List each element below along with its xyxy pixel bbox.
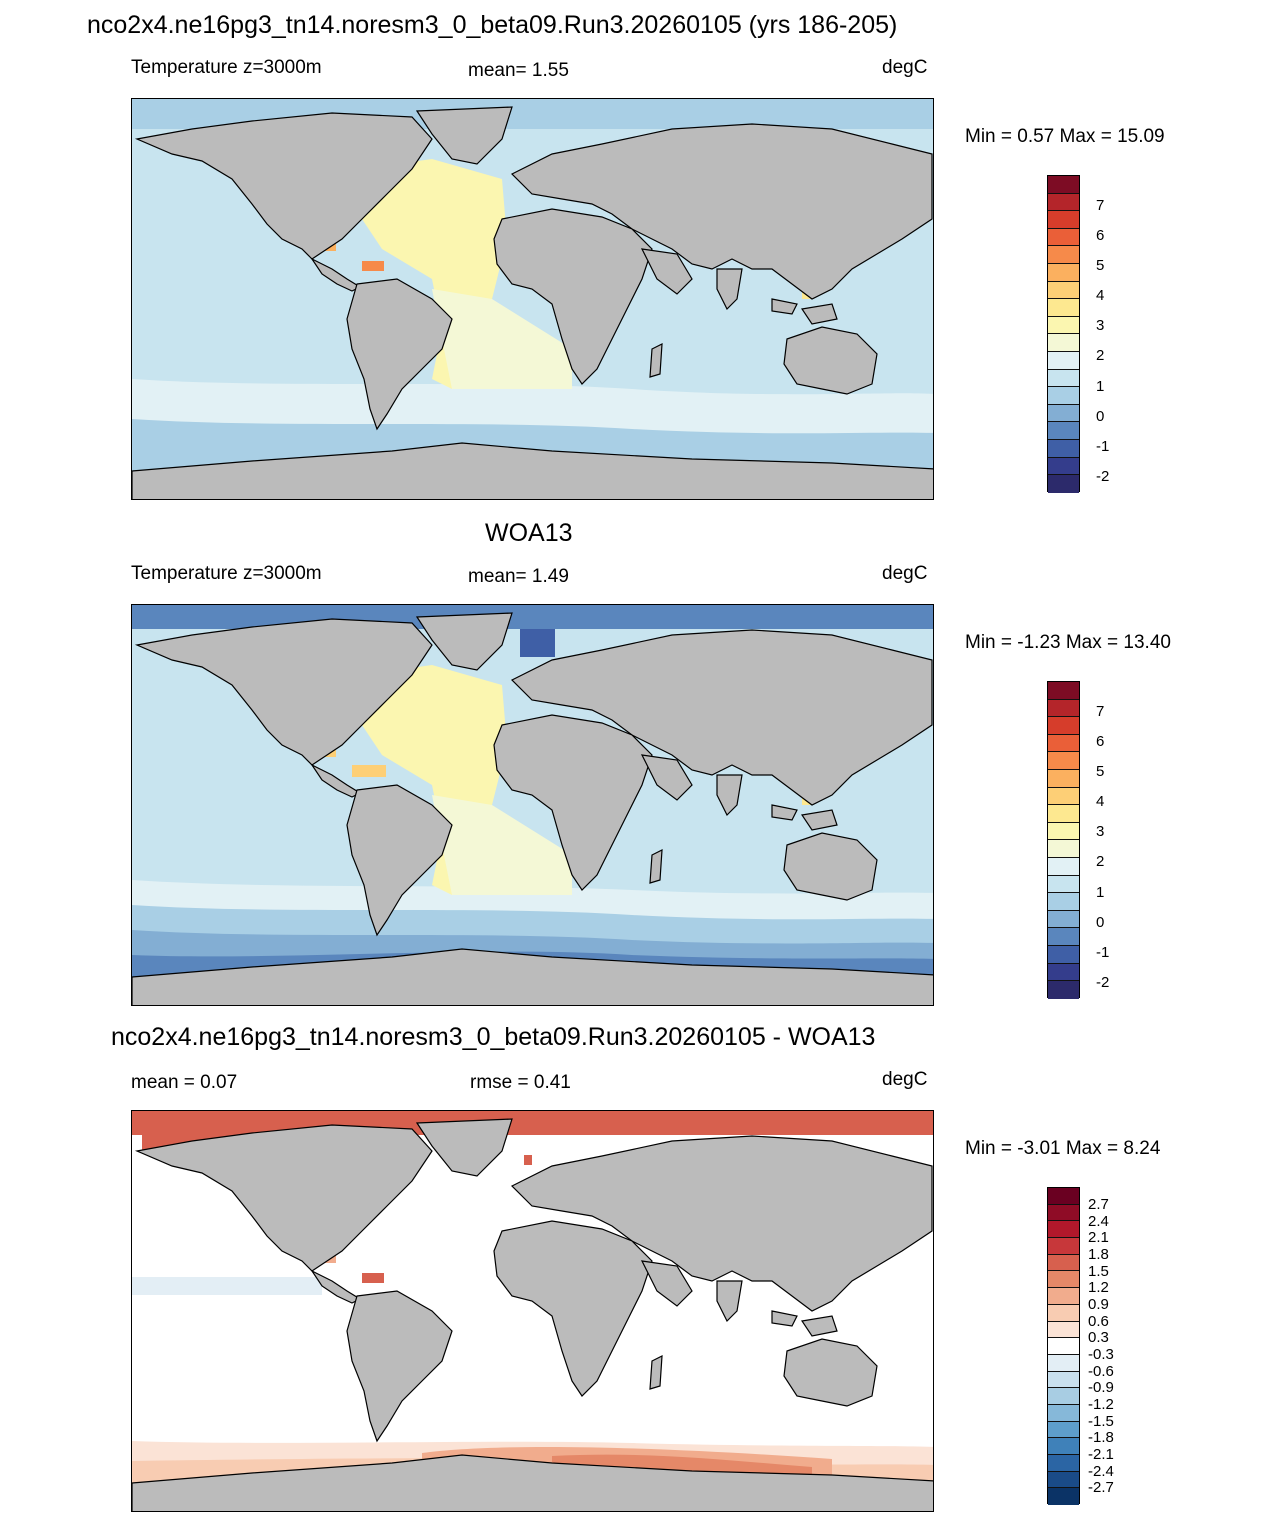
panel3-colorbar-label: -1.2 [1088,1396,1114,1413]
panel3-colorbar-label: -2.1 [1088,1446,1114,1463]
panel1-colorbar-label: 7 [1096,197,1105,214]
panel3-colorbar-label: 2.7 [1088,1196,1109,1213]
panel1-colorbar [1047,175,1080,493]
panel3-colorbar-label: 1.2 [1088,1279,1109,1296]
panel3-colorbar-label: 0.9 [1088,1296,1109,1313]
panel3-mean-label: mean = 0.07 [131,1072,238,1093]
panel2-colorbar-label: 1 [1096,884,1105,901]
page-title: nco2x4.ne16pg3_tn14.noresm3_0_beta09.Run… [87,11,898,39]
panel2-colorbar-label: -1 [1096,944,1110,961]
panel2-colorbar [1047,681,1080,999]
panel3-minmax-label: Min = -3.01 Max = 8.24 [965,1138,1161,1159]
panel3-colorbar-label: 1.5 [1088,1263,1109,1280]
panel1-colorbar-label: -2 [1096,468,1110,485]
panel1-colorbar-label: 6 [1096,227,1105,244]
panel2-colorbar-label: 5 [1096,763,1105,780]
panel3-title: nco2x4.ne16pg3_tn14.noresm3_0_beta09.Run… [111,1023,876,1051]
panel3-colorbar-label: 2.1 [1088,1229,1109,1246]
panel3-rmse-label: rmse = 0.41 [470,1072,571,1093]
panel2-title: WOA13 [485,519,573,547]
panel1-units-label: degC [882,57,928,78]
panel3-colorbar-label: -0.3 [1088,1346,1114,1363]
panel1-colorbar-label: 3 [1096,317,1105,334]
panel2-variable-label: Temperature z=3000m [131,563,322,584]
panel3-colorbar [1047,1187,1080,1506]
panel3-colorbar-label: 0.6 [1088,1313,1109,1330]
panel1-mean-label: mean= 1.55 [468,60,569,81]
panel3-colorbar-label: -0.9 [1088,1379,1114,1396]
panel3-colorbar-label: 2.4 [1088,1213,1109,1230]
panel1-colorbar-label: 1 [1096,378,1105,395]
panel3-colorbar-label: 1.8 [1088,1246,1109,1263]
panel1-variable-label: Temperature z=3000m [131,57,322,78]
panel3-colorbar-label: -1.5 [1088,1413,1114,1430]
panel3-map [131,1110,934,1512]
panel1-colorbar-label: -1 [1096,438,1110,455]
panel2-colorbar-label: -2 [1096,974,1110,991]
panel1-map [131,98,934,500]
panel2-mean-label: mean= 1.49 [468,566,569,587]
panel2-colorbar-label: 2 [1096,853,1105,870]
panel2-map [131,604,934,1006]
panel1-colorbar-label: 0 [1096,408,1105,425]
panel2-colorbar-label: 6 [1096,733,1105,750]
panel3-colorbar-label: -2.4 [1088,1463,1114,1480]
panel3-units-label: degC [882,1069,928,1090]
panel2-colorbar-label: 7 [1096,703,1105,720]
panel1-colorbar-label: 4 [1096,287,1105,304]
panel2-units-label: degC [882,563,928,584]
panel2-colorbar-label: 4 [1096,793,1105,810]
panel3-colorbar-label: -1.8 [1088,1429,1114,1446]
panel2-minmax-label: Min = -1.23 Max = 13.40 [965,632,1171,653]
panel2-colorbar-label: 0 [1096,914,1105,931]
panel3-colorbar-label: -2.7 [1088,1479,1114,1496]
panel1-colorbar-label: 2 [1096,347,1105,364]
panel2-colorbar-label: 3 [1096,823,1105,840]
panel3-colorbar-label: 0.3 [1088,1329,1109,1346]
panel1-minmax-label: Min = 0.57 Max = 15.09 [965,126,1165,147]
panel1-colorbar-label: 5 [1096,257,1105,274]
panel3-colorbar-label: -0.6 [1088,1363,1114,1380]
